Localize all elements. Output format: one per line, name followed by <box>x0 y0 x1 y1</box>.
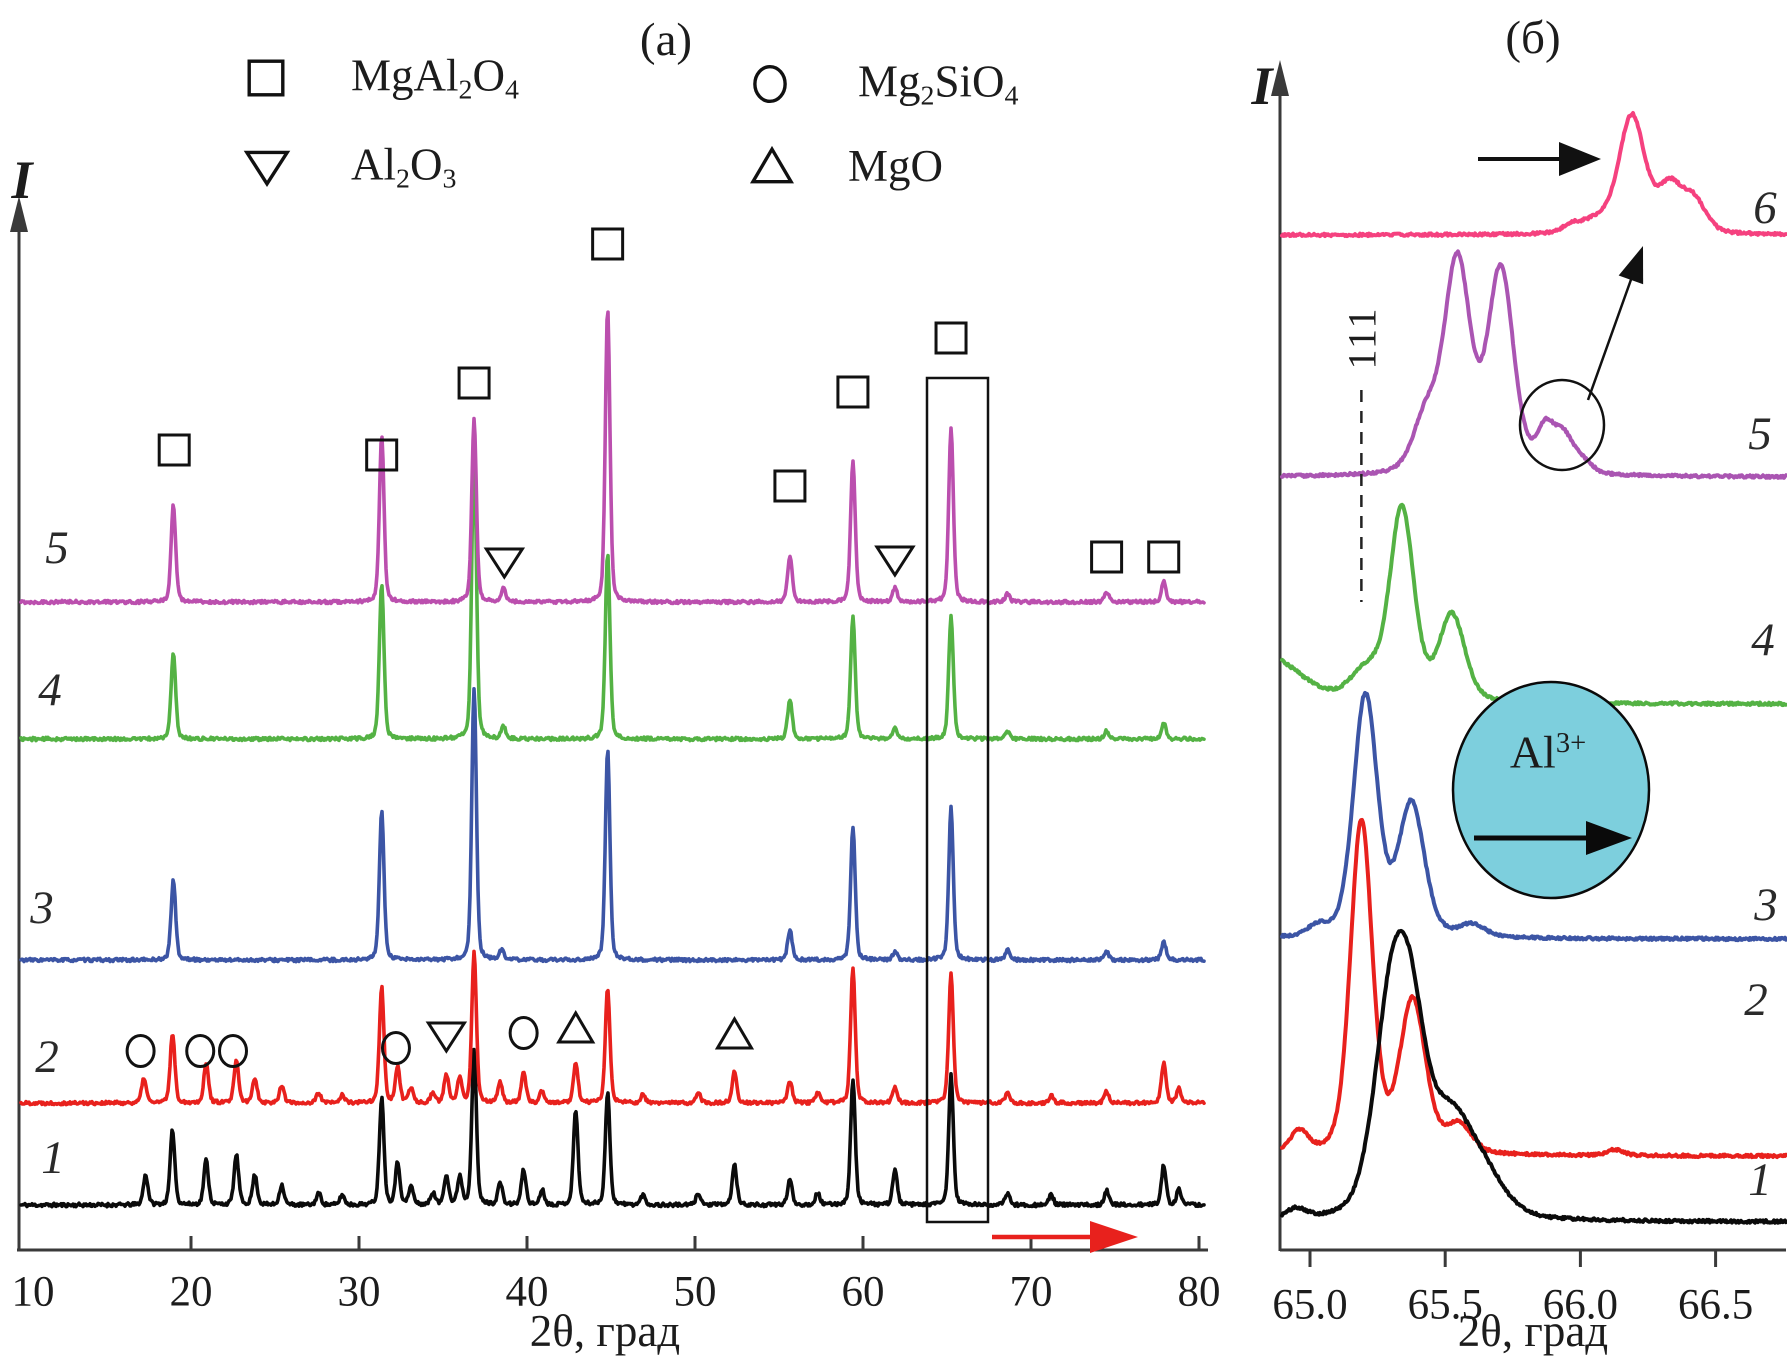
legend-triangle-up-icon <box>749 145 795 184</box>
curve-label-a-1: 1 <box>41 1132 65 1184</box>
xrd-curve-b-1 <box>1280 928 1787 1225</box>
panel-a-x-axis-label: 2θ, град <box>529 1306 681 1356</box>
curve-label-b-4: 4 <box>1751 614 1775 666</box>
formula-segment: O <box>409 139 443 190</box>
formula-segment: 2 <box>920 80 935 112</box>
triangle-down-peak-marker-icon <box>425 1021 468 1054</box>
plane-111-label: 111 <box>1339 306 1385 370</box>
formula-segment: 2 <box>458 74 473 106</box>
panel-b-tick-label-65.0: 65.0 <box>1272 1281 1348 1329</box>
xrd-curve-b-3 <box>1280 690 1787 943</box>
panel-b-x-axis-label: 2θ, град <box>1457 1306 1609 1356</box>
curve-label-a-5: 5 <box>45 522 69 574</box>
legend-label-MgAl2O4: MgAl2O4 <box>351 50 519 107</box>
curve-label-a-3: 3 <box>30 882 54 934</box>
xrd-curve-a-4 <box>19 440 1206 743</box>
xrd-curve-a-2 <box>19 949 1206 1107</box>
panel-a-tick-label-20: 20 <box>169 1268 213 1316</box>
al3-ion-label: Al3+ <box>1510 726 1586 779</box>
formula-segment: MgAl <box>351 50 459 101</box>
triangle-up-peak-marker-icon <box>556 1010 596 1044</box>
xrd-curve-b-6 <box>1280 111 1787 239</box>
square-peak-marker-icon <box>934 321 968 355</box>
panel-b-title: (б) <box>1505 12 1561 64</box>
formula-segment: MgO <box>848 141 944 191</box>
square-peak-marker-icon <box>157 433 191 467</box>
defect-highlight-circle <box>1518 378 1606 472</box>
square-peak-marker-icon <box>1090 540 1124 574</box>
zoom-region-box <box>925 376 990 1224</box>
panel-a-y-axis-label: I <box>11 150 33 210</box>
defect-callout-arrow-shaft <box>1586 273 1635 401</box>
triangle-down-peak-marker-icon <box>483 547 526 580</box>
formula-segment: 3+ <box>1555 727 1587 759</box>
circle-peak-marker-icon <box>125 1034 156 1068</box>
circle-peak-marker-icon <box>218 1034 248 1068</box>
al3-diffusion-arrow-head <box>1586 821 1632 855</box>
curve-label-b-6: 6 <box>1753 182 1777 234</box>
triangle-down-peak-marker-icon <box>874 545 916 578</box>
formula-segment: 4 <box>1004 80 1019 112</box>
circle-peak-marker-icon <box>508 1016 539 1050</box>
panel-a-title: (a) <box>639 14 693 66</box>
curve-label-b-3: 3 <box>1754 879 1778 931</box>
legend-label-Al2O3: Al2O3 <box>351 139 456 196</box>
formula-segment: Mg <box>858 56 921 107</box>
square-peak-marker-icon <box>836 375 870 409</box>
square-peak-marker-icon <box>365 438 399 472</box>
panel-a-y-axis-arrowhead <box>10 196 28 232</box>
panel-a-tick-label-60: 60 <box>841 1268 885 1316</box>
panel-b-tick-label-66.5: 66.5 <box>1677 1281 1754 1329</box>
circle-peak-marker-icon <box>185 1034 216 1068</box>
curve-label-b-1: 1 <box>1748 1154 1772 1206</box>
square-peak-marker-icon <box>457 366 491 400</box>
al3-ion-circle <box>1451 680 1651 900</box>
shift-arrow-head <box>1559 142 1601 176</box>
panel-b-tick-label-65.5: 65.5 <box>1407 1281 1483 1329</box>
formula-segment: 3 <box>442 163 457 195</box>
legend-label-Mg2SiO4: Mg2SiO4 <box>858 56 1018 113</box>
square-peak-marker-icon <box>773 469 807 503</box>
curve-label-a-4: 4 <box>38 664 62 716</box>
curve-label-a-2: 2 <box>35 1031 59 1083</box>
panel-b-y-axis-label: I <box>1251 56 1273 116</box>
circle-peak-marker-icon <box>380 1031 411 1065</box>
panel-b-y-axis-arrowhead <box>1271 60 1289 96</box>
curve-label-b-5: 5 <box>1748 408 1772 460</box>
legend-label-MgO: MgO <box>848 140 943 192</box>
formula-segment: O <box>472 50 505 101</box>
panel-a-tick-label-70: 70 <box>1009 1268 1053 1316</box>
formula-segment: 4 <box>504 74 519 106</box>
defect-callout-arrow-head <box>1618 246 1644 285</box>
panel-a-tick-label-80: 80 <box>1177 1268 1221 1316</box>
formula-segment: SiO <box>934 56 1005 107</box>
formula-segment: Al <box>351 139 396 190</box>
formula-segment: 2 <box>396 163 410 195</box>
legend-square-icon <box>247 59 285 97</box>
red-zoom-arrow-head <box>1090 1221 1138 1253</box>
panel-b-tick-label-66.0: 66.0 <box>1542 1281 1619 1329</box>
square-peak-marker-icon <box>1147 540 1181 574</box>
panel-a-tick-label-50: 50 <box>673 1268 717 1316</box>
xrd-curve-b-5 <box>1280 249 1787 480</box>
xrd-curve-b-4 <box>1280 502 1787 708</box>
xrd-curve-a-1 <box>19 1047 1206 1209</box>
xrd-curve-b-2 <box>1280 817 1787 1160</box>
panel-a-tick-label-30: 30 <box>337 1268 381 1316</box>
xrd-curve-a-3 <box>19 686 1206 964</box>
formula-segment: Al <box>1509 726 1556 778</box>
curve-label-b-2: 2 <box>1744 974 1768 1026</box>
triangle-up-peak-marker-icon <box>714 1016 755 1050</box>
legend-triangle-down-icon <box>243 150 291 187</box>
panel-a-tick-label-10: 10 <box>11 1268 55 1316</box>
xrd-curve-a-5 <box>19 310 1206 606</box>
square-peak-marker-icon <box>591 227 625 261</box>
legend-circle-icon <box>753 64 787 104</box>
panel-a-tick-label-40: 40 <box>505 1268 549 1316</box>
